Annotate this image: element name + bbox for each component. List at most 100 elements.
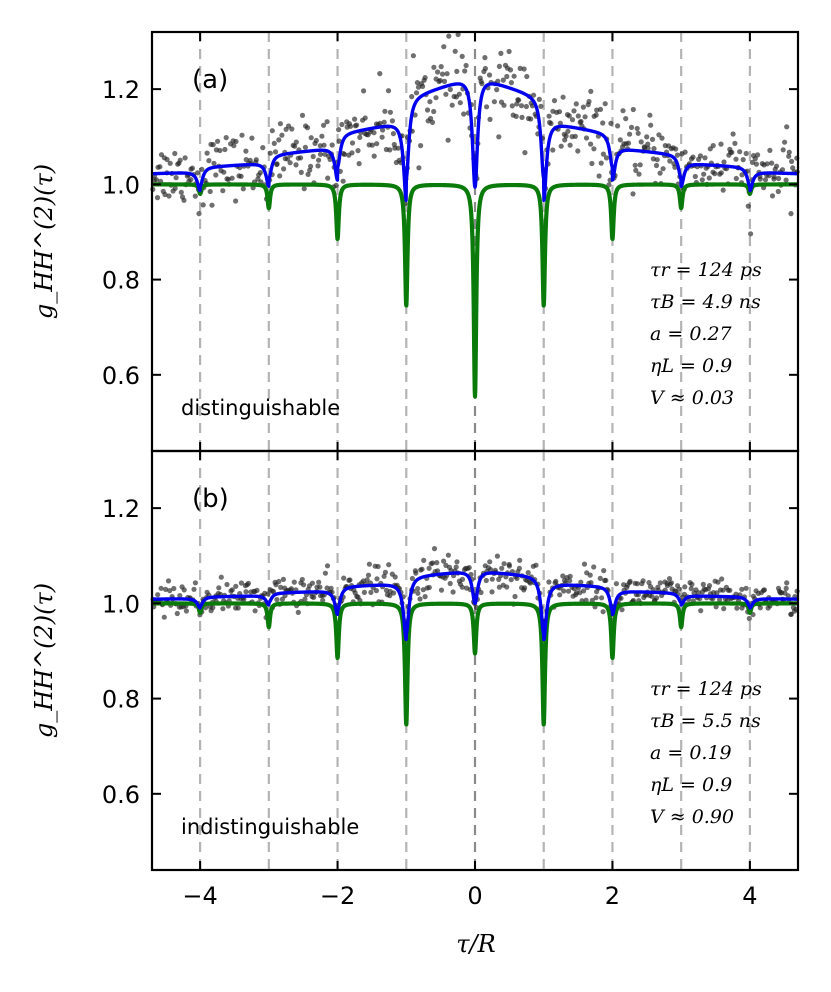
data-point [380, 127, 386, 133]
data-point [311, 594, 317, 601]
data-point [718, 170, 724, 176]
data-point [167, 588, 173, 594]
data-point [557, 120, 563, 126]
data-point [600, 120, 606, 126]
data-point [177, 593, 183, 599]
data-point [519, 114, 525, 120]
data-point [389, 118, 395, 124]
data-point [165, 578, 172, 584]
data-point [171, 585, 177, 592]
data-point [506, 563, 512, 569]
data-point [602, 101, 608, 107]
data-point [634, 581, 641, 587]
data-point [441, 44, 447, 50]
data-point [308, 163, 314, 169]
data-point [581, 588, 587, 594]
panel-label: (a) [192, 65, 228, 95]
data-point [630, 191, 636, 197]
panel-b: 0.6 0.8 1.0 1.2 −4 −2 0 2 4 (b) indistinguishable τ… [30, 449, 800, 910]
data-point [657, 170, 663, 176]
data-point [673, 146, 679, 152]
data-point [220, 606, 226, 612]
data-point [301, 582, 307, 588]
data-point [506, 48, 512, 55]
data-point [192, 580, 198, 586]
parameter-text: τB = 4.9 ns [650, 291, 761, 313]
data-point [265, 591, 271, 597]
data-point [459, 584, 465, 590]
data-point [243, 157, 249, 163]
data-point [392, 574, 398, 580]
data-point [434, 560, 440, 566]
data-point [727, 587, 733, 593]
data-point [373, 588, 379, 594]
data-point [341, 575, 347, 581]
data-point [583, 597, 589, 603]
data-point [603, 577, 609, 584]
data-point [309, 580, 315, 586]
data-point [674, 152, 681, 158]
data-point [319, 133, 325, 139]
data-point [784, 580, 790, 586]
data-point [565, 588, 572, 594]
data-point [463, 62, 469, 69]
data-point [336, 138, 342, 144]
data-point [504, 73, 510, 80]
data-point [347, 123, 354, 129]
data-point [295, 609, 301, 616]
data-point [199, 166, 205, 172]
data-point [153, 177, 159, 183]
data-point [280, 576, 286, 583]
data-point [390, 131, 396, 137]
data-point [635, 130, 641, 136]
data-point [164, 156, 170, 163]
data-point [578, 118, 584, 125]
data-point [625, 140, 632, 146]
data-point [178, 189, 184, 195]
data-point [706, 583, 713, 589]
data-point [533, 562, 539, 568]
data-point [771, 174, 777, 180]
data-point [339, 121, 345, 128]
data-point [459, 53, 465, 60]
data-point [341, 151, 348, 157]
data-point [454, 68, 460, 74]
data-point [516, 565, 523, 572]
y-tick-label: 0.6 [102, 362, 140, 390]
data-point [291, 579, 297, 585]
data-point [783, 177, 789, 183]
data-point [551, 98, 558, 104]
data-point [488, 567, 494, 573]
data-point [498, 50, 504, 57]
data-point [420, 587, 426, 593]
data-point [220, 188, 226, 194]
data-point [454, 559, 460, 565]
data-point [271, 140, 277, 146]
data-point [743, 585, 749, 591]
data-point [720, 187, 726, 193]
data-point [508, 577, 514, 583]
data-point [233, 138, 239, 145]
data-point [215, 138, 221, 144]
data-point [764, 161, 770, 167]
data-point [415, 590, 421, 596]
data-point [719, 576, 725, 582]
y-tick-label: 1.0 [102, 590, 140, 618]
data-point [511, 73, 517, 79]
data-point [371, 130, 377, 136]
data-point [439, 71, 446, 77]
data-point [712, 171, 718, 177]
data-point [333, 182, 339, 188]
data-point [773, 163, 780, 169]
condition-label: indistinguishable [181, 815, 359, 839]
data-point [267, 150, 273, 156]
data-point [489, 589, 495, 595]
parameter-text: a = 0.27 [650, 323, 733, 345]
data-point [260, 145, 266, 151]
data-point [619, 607, 625, 613]
data-point [508, 80, 514, 86]
data-point [617, 137, 623, 143]
data-point [238, 580, 244, 586]
data-point [597, 106, 604, 112]
y-tick-label: 0.6 [102, 781, 140, 809]
